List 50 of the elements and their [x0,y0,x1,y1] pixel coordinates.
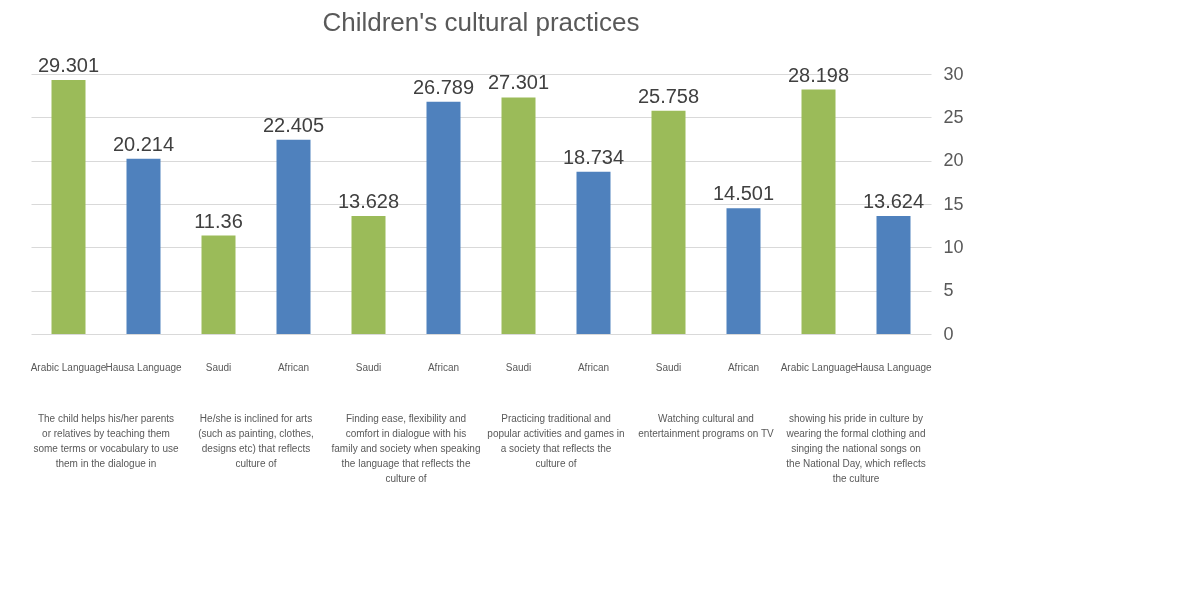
bar [651,110,686,334]
x-tick-label: African [427,361,460,373]
data-label: 27.301 [487,71,550,94]
data-label: 28.198 [787,63,850,86]
data-label: 22.405 [262,113,325,136]
x-tick-label: Saudi [505,361,532,373]
y-tick-label: 30 [943,63,964,84]
data-label: 13.628 [337,189,400,212]
bar [351,215,386,334]
text: The child helps his/her parents or relatives by teaching them some terms or vocabulary to use them in the dialogue in [33,413,179,469]
text: showing his pride in culture by wearing the formal clothing and singing the national songs on the National Day, which reflects the culture [785,413,926,484]
bar [726,208,761,334]
data-label: 11.36 [194,209,243,232]
data-label: 29.301 [37,54,100,77]
chart-title: Children's cultural practices [322,7,640,38]
bar [126,158,161,334]
bar [201,235,236,334]
x-tick-label: Hausa Language [105,361,183,373]
x-tick-label: Saudi [355,361,382,373]
y-tick-label: 15 [943,193,964,214]
y-tick-label: 25 [943,106,964,127]
data-label: 13.624 [862,189,925,212]
data-label: 18.734 [562,145,625,168]
text: Watching cultural and entertainment programs on TV [638,413,775,439]
x-tick-label: Saudi [205,361,232,373]
data-label: 25.758 [637,84,700,107]
x-tick-label: African [277,361,310,373]
bar [876,215,911,334]
bar [276,139,311,334]
data-label: 26.789 [412,75,475,98]
x-tick-label: Hausa Language [855,361,933,373]
text: He/she is inclined for arts (such as painting, clothes, designs etc) that reflects culture of [198,413,314,469]
x-tick-label: African [727,361,760,373]
y-tick-label: 0 [943,323,954,344]
data-label: 20.214 [112,132,175,155]
text: Practicing traditional and popular activities and games in a society that reflects the culture of [487,413,625,469]
bar [51,80,86,334]
text: Finding ease, flexibility and comfort in dialogue with his family and society when speaking the language that reflects the culture of [331,413,481,484]
x-tick-label: Saudi [655,361,682,373]
y-tick-label: 20 [943,150,964,171]
bar [576,171,611,334]
y-tick-label: 5 [943,280,954,301]
x-tick-label: Arabic Language [780,361,857,373]
bar [801,89,836,334]
y-tick-label: 10 [943,236,964,257]
data-label: 14.501 [712,182,775,205]
bar [501,97,536,334]
x-tick-label: Arabic Language [30,361,107,373]
x-tick-label: African [577,361,610,373]
bar [426,101,461,334]
